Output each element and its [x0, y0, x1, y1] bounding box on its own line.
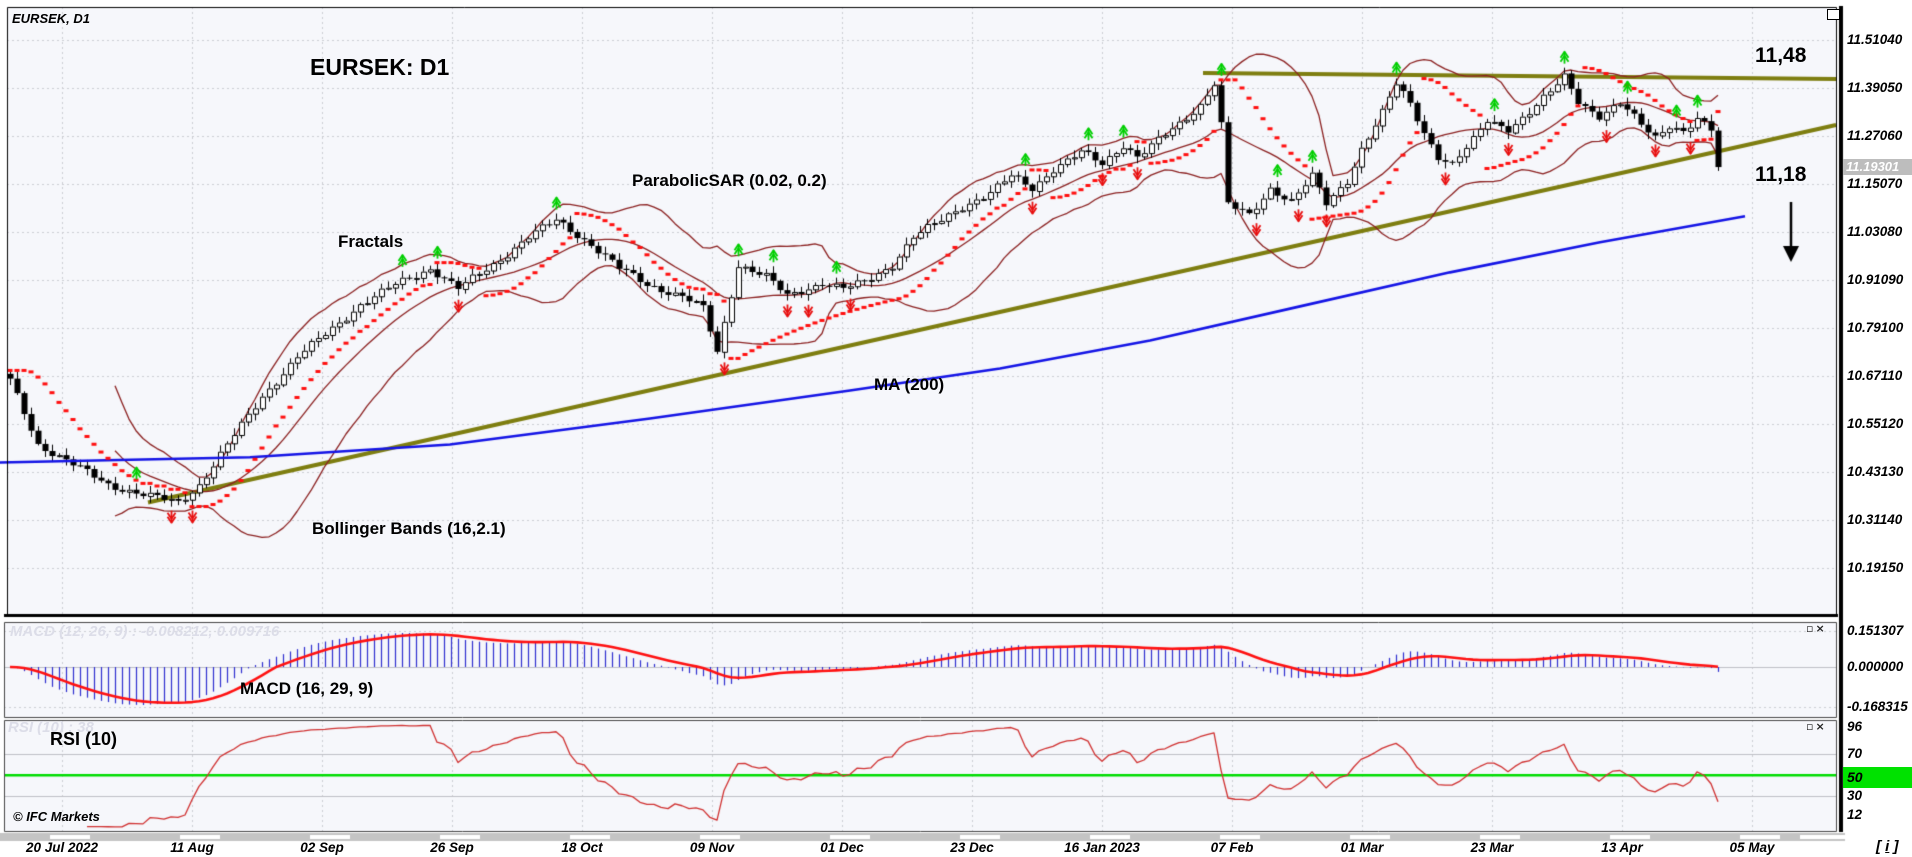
price-axis-tick: 10.79100	[1847, 320, 1904, 335]
macd-minimize-icon[interactable]: ▫	[1806, 622, 1816, 635]
time-axis-label: 07 Feb	[1210, 840, 1254, 855]
macd-close-icon[interactable]: ×	[1815, 622, 1827, 635]
macd-axis-tick: 0.000000	[1847, 659, 1904, 674]
rsi-level-badge: 50	[1843, 767, 1912, 788]
price-axis-tick: 11.39050	[1847, 80, 1903, 95]
time-axis-label: 18 Oct	[561, 840, 603, 855]
price-axis-tick: 11.27060	[1847, 128, 1903, 143]
macd-axis-tick: 0.151307	[1847, 623, 1904, 638]
time-axis-label: 23 Mar	[1470, 840, 1514, 855]
ma-200-label: MA (200)	[874, 375, 945, 394]
bollinger-bands-label: Bollinger Bands (16,2.1)	[312, 519, 506, 538]
macd-axis-tick: -0.168315	[1847, 699, 1908, 714]
time-axis-label: 01 Mar	[1340, 840, 1384, 855]
price-axis-tick: 10.91090	[1847, 272, 1904, 287]
time-axis-label: 20 Jul 2022	[25, 840, 99, 855]
time-axis-label: 02 Sep	[300, 840, 344, 855]
price-axis-tick: 10.31140	[1847, 512, 1903, 527]
support-price-annotation: 11,18	[1755, 163, 1807, 186]
rsi-axis-tick: 96	[1847, 719, 1863, 734]
copyright-label: © IFC Markets	[13, 809, 100, 824]
chart-symbol-label: EURSEK, D1	[12, 11, 91, 26]
macd-watermark: MACD (12, 26, 9) : -0.008212, 0.009716	[10, 623, 280, 640]
parabolic-sar-label: ParabolicSAR (0.02, 0.2)	[632, 171, 827, 190]
fractals-label: Fractals	[338, 232, 404, 251]
time-axis-label: 05 May	[1729, 840, 1775, 855]
macd-label: MACD (16, 29, 9)	[240, 679, 374, 698]
rsi-watermark: RSI (10) : 38	[8, 719, 94, 736]
current-price-badge: 11.19301	[1843, 159, 1912, 175]
macd-panel-buttons: ▫×	[1806, 622, 1827, 635]
time-axis-corner-button[interactable]: [ i ]	[1876, 838, 1899, 855]
rsi-axis-tick: 12	[1847, 807, 1863, 822]
price-axis-tick: 10.67110	[1847, 368, 1903, 383]
time-axis-label: 26 Sep	[430, 840, 474, 855]
resistance-price-annotation: 11,48	[1755, 44, 1807, 67]
time-axis-label: 11 Aug	[170, 840, 214, 855]
time-axis-label: 23 Dec	[950, 840, 994, 855]
rsi-minimize-icon[interactable]: ▫	[1806, 720, 1816, 733]
price-axis-tick: 10.19150	[1847, 560, 1904, 575]
price-axis-tick: 10.55120	[1847, 416, 1904, 431]
rsi-label: RSI (10)	[50, 729, 118, 749]
chart-expand-box-icon[interactable]	[1827, 9, 1840, 20]
rsi-axis-tick: 30	[1847, 788, 1863, 803]
time-axis-label: 13 Apr	[1601, 840, 1643, 855]
rsi-axis-tick: 70	[1847, 746, 1863, 761]
price-axis-tick: 11.51040	[1847, 32, 1903, 47]
price-axis-tick: 11.15070	[1847, 176, 1903, 191]
time-axis-label: 09 Nov	[689, 840, 735, 855]
rsi-close-icon[interactable]: ×	[1815, 720, 1827, 733]
price-axis-tick: 10.43130	[1847, 464, 1904, 479]
chart-title: EURSEK: D1	[310, 54, 450, 80]
price-axis-tick: 11.03080	[1847, 224, 1903, 239]
rsi-panel-buttons: ▫×	[1806, 720, 1827, 733]
time-axis-label: 16 Jan 2023	[1064, 840, 1140, 855]
time-axis-label: 01 Dec	[820, 840, 864, 855]
